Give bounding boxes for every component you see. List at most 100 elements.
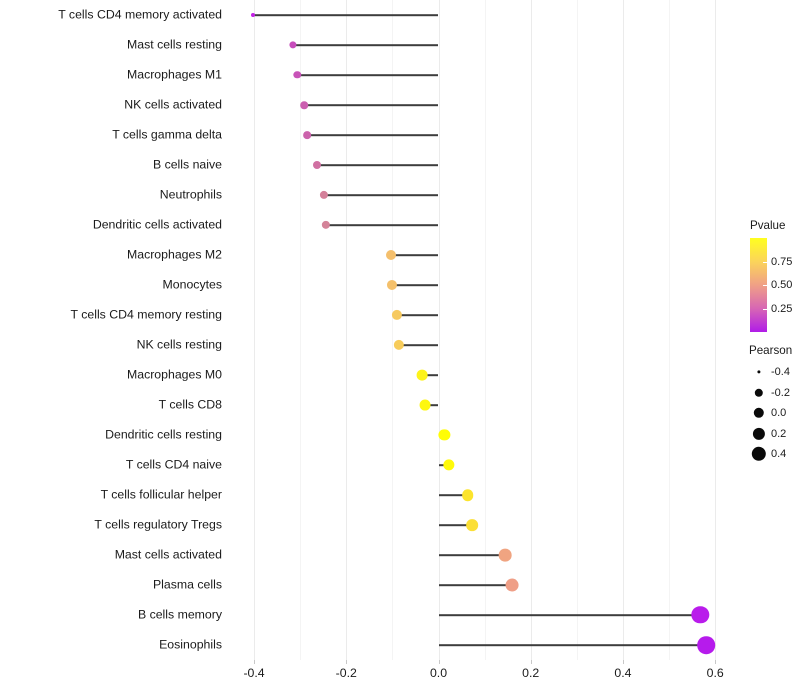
gridline-major [715, 0, 717, 660]
lollipop-dot[interactable] [505, 578, 519, 592]
y-axis-label: Monocytes [162, 277, 222, 292]
lollipop-dot[interactable] [466, 519, 478, 531]
lollipop-stem [438, 584, 513, 586]
lollipop-dot[interactable] [387, 279, 398, 291]
y-axis-label: NK cells activated [124, 97, 222, 112]
lollipop-stem [438, 554, 506, 556]
pvalue-colorbar-tick-label: 0.50 [771, 279, 793, 291]
lollipop-dot[interactable] [251, 13, 256, 17]
lollipop-stem [421, 374, 439, 376]
lollipop-dot[interactable] [300, 101, 309, 109]
lollipop-dot[interactable] [697, 636, 715, 654]
x-axis-tick-label: 0.4 [614, 666, 632, 680]
y-axis-label: NK cells resting [136, 337, 222, 352]
y-axis-label: T cells regulatory Tregs [94, 517, 222, 532]
x-axis-tick-label: -0.2 [335, 666, 357, 680]
gridline-major [346, 0, 348, 660]
x-axis-tick [530, 660, 532, 664]
lollipop-stem [438, 614, 701, 616]
gridline-minor [392, 0, 394, 660]
x-axis-tick-label: 0.2 [522, 666, 540, 680]
gridline-minor [669, 0, 671, 660]
x-axis-tick-label: -0.4 [243, 666, 265, 680]
gridline-major [530, 0, 532, 660]
pvalue-colorbar-tick-label: 0.75 [771, 255, 793, 268]
y-axis-labels: T cells CD4 memory activated Mast cells r… [0, 0, 222, 660]
pvalue-colorbar-tick [763, 308, 767, 310]
gridline-minor [484, 0, 486, 660]
pearson-size-key-label: 0.2 [771, 427, 787, 440]
pearson-size-key-label: -0.4 [771, 366, 790, 378]
lollipop-dot[interactable] [303, 131, 311, 139]
lollipop-dot[interactable] [499, 548, 512, 562]
y-axis-label: Eosinophils [159, 637, 222, 652]
y-axis-label: Macrophages M2 [126, 247, 222, 262]
x-axis-tick [715, 660, 717, 664]
x-axis-tick-label: 0.0 [429, 666, 448, 680]
lollipop-stem [325, 224, 439, 226]
x-axis: -0.4 -0.2 0.0 0.2 0.4 0.6 [231, 660, 729, 700]
pearson-size-key-label: 0.0 [771, 407, 787, 419]
y-axis-label: Dendritic cells resting [105, 427, 222, 442]
lollipop-dot[interactable] [443, 459, 455, 471]
x-axis-tick [622, 660, 624, 664]
pvalue-colorbar-tick [763, 285, 767, 286]
pearson-size-key-dot [751, 446, 767, 462]
y-axis-label: Mast cells resting [127, 37, 222, 52]
pvalue-colorbar-tick [763, 261, 767, 263]
gridline-minor [300, 0, 302, 660]
pvalue-colorbar [750, 238, 767, 332]
x-axis-tick [254, 660, 256, 664]
lollipop-dot[interactable] [320, 190, 329, 200]
lollipop-stem [253, 14, 439, 16]
y-axis-label: Macrophages M1 [126, 67, 222, 82]
pearson-size-key-dot [754, 388, 764, 397]
y-axis-label: T cells CD4 memory resting [70, 307, 222, 322]
y-axis-label: T cells CD4 memory activated [58, 7, 222, 22]
y-axis-label: Neutrophils [159, 187, 222, 202]
x-axis-tick [438, 660, 440, 664]
y-axis-label: B cells memory [137, 607, 222, 622]
lollipop-stem [392, 284, 439, 286]
y-axis-label: T cells CD8 [158, 397, 222, 412]
lollipop-dot[interactable] [391, 309, 402, 321]
lollipop-dot[interactable] [313, 161, 322, 169]
lollipop-dot[interactable] [691, 606, 710, 624]
pearson-size-key-dot [752, 427, 766, 440]
pearson-size-key-label: 0.4 [771, 448, 787, 460]
lollipop-dot[interactable] [438, 429, 451, 441]
gridline-minor [576, 0, 578, 660]
lollipop-stem [438, 524, 473, 526]
legend-area: Pvalue Pearson 0.75 0.50 0.25 -0.4 -0.2 0.0 0.… [740, 0, 800, 700]
y-axis-label: B cells naive [152, 157, 222, 172]
lollipop-stem [297, 74, 439, 76]
lollipop-stem [438, 644, 706, 646]
pvalue-legend-title: Pvalue [750, 219, 786, 232]
lollipop-dot[interactable] [419, 399, 431, 411]
gridline-major [254, 0, 256, 660]
lollipop-stem [438, 494, 468, 496]
lollipop-stem [304, 104, 439, 106]
lollipop-dot[interactable] [386, 250, 397, 260]
lollipop-stem [396, 314, 439, 316]
lollipop-stem [307, 134, 439, 136]
y-axis-label: Dendritic cells activated [92, 217, 222, 232]
pearson-size-key-label: -0.2 [771, 386, 790, 399]
lollipop-dot[interactable] [461, 489, 474, 501]
gridline-major [438, 0, 440, 660]
lollipop-stem [317, 164, 439, 166]
pearson-legend-title: Pearson [749, 344, 793, 357]
lollipop-stem [292, 44, 439, 46]
lollipop-stem [391, 254, 439, 256]
y-axis-label: T cells CD4 naive [125, 457, 222, 472]
lollipop-dot[interactable] [289, 41, 297, 49]
lollipop-dot[interactable] [393, 339, 404, 351]
lollipop-dot[interactable] [416, 369, 428, 381]
y-axis-label: T cells gamma delta [112, 127, 222, 142]
lollipop-stem [324, 194, 439, 196]
lollipop-dot[interactable] [321, 220, 331, 230]
lollipop-stem [425, 404, 439, 406]
lollipop-dot[interactable] [293, 71, 302, 79]
plot-panel [231, 0, 729, 660]
